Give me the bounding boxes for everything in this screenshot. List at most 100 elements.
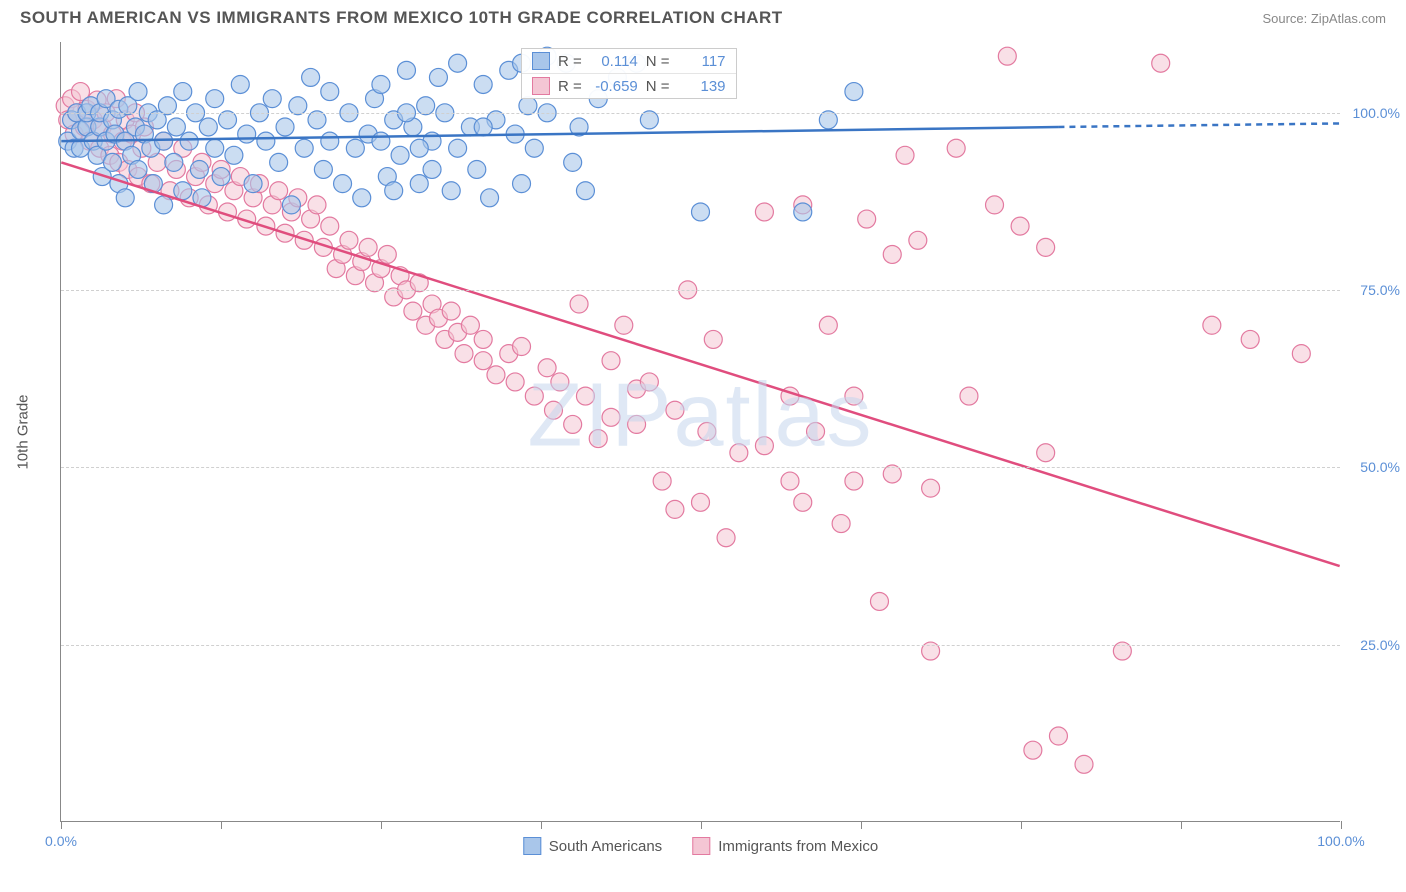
data-point [429, 68, 447, 86]
legend-label-series1: South Americans [549, 838, 662, 855]
data-point [461, 316, 479, 334]
data-point [883, 245, 901, 263]
data-point [180, 132, 198, 150]
data-point [640, 373, 658, 391]
data-point [391, 146, 409, 164]
data-point [321, 83, 339, 101]
series1-n-value: 117 [678, 53, 726, 70]
data-point [244, 175, 262, 193]
r-label: R = [558, 78, 582, 95]
stats-row-series2: R = -0.659 N = 139 [522, 73, 736, 98]
data-point [378, 245, 396, 263]
data-point [1152, 54, 1170, 72]
data-point [116, 189, 134, 207]
data-point [602, 408, 620, 426]
x-tick [1021, 821, 1022, 829]
data-point [576, 182, 594, 200]
data-point [998, 47, 1016, 65]
gridline-h [61, 467, 1340, 468]
data-point [947, 139, 965, 157]
data-point [845, 472, 863, 490]
series1-trendline-dashed [1058, 123, 1339, 127]
data-point [692, 203, 710, 221]
legend-swatch-series1 [523, 837, 541, 855]
data-point [986, 196, 1004, 214]
data-point [372, 76, 390, 94]
chart-header: SOUTH AMERICAN VS IMMIGRANTS FROM MEXICO… [0, 0, 1406, 32]
data-point [442, 302, 460, 320]
data-point [870, 592, 888, 610]
data-point [755, 203, 773, 221]
data-point [1292, 345, 1310, 363]
y-axis-label: 10th Grade [15, 394, 32, 469]
data-point [353, 189, 371, 207]
data-point [155, 196, 173, 214]
gridline-h [61, 645, 1340, 646]
legend-swatch-series2 [692, 837, 710, 855]
data-point [525, 387, 543, 405]
source-attribution: Source: ZipAtlas.com [1262, 11, 1386, 26]
n-label: N = [646, 78, 670, 95]
x-tick [381, 821, 382, 829]
data-point [397, 61, 415, 79]
data-point [212, 168, 230, 186]
data-point [231, 76, 249, 94]
data-point [781, 472, 799, 490]
y-tick-label: 50.0% [1360, 459, 1400, 475]
data-point [564, 153, 582, 171]
data-point [423, 160, 441, 178]
data-point [692, 493, 710, 511]
data-point [165, 153, 183, 171]
data-point [576, 387, 594, 405]
series2-n-value: 139 [678, 78, 726, 95]
data-point [270, 153, 288, 171]
data-point [545, 401, 563, 419]
data-point [717, 529, 735, 547]
data-point [807, 423, 825, 441]
data-point [129, 160, 147, 178]
data-point [199, 118, 217, 136]
data-point [755, 437, 773, 455]
data-point [628, 415, 646, 433]
data-point [103, 153, 121, 171]
data-point [190, 160, 208, 178]
data-point [1011, 217, 1029, 235]
x-tick [61, 821, 62, 829]
data-point [276, 118, 294, 136]
data-point [730, 444, 748, 462]
x-tick [221, 821, 222, 829]
legend: South Americans Immigrants from Mexico [523, 837, 878, 855]
data-point [506, 373, 524, 391]
data-point [1037, 444, 1055, 462]
data-point [314, 160, 332, 178]
data-point [385, 182, 403, 200]
data-point [174, 83, 192, 101]
data-point [474, 352, 492, 370]
data-point [602, 352, 620, 370]
data-point [698, 423, 716, 441]
series2-points [56, 47, 1310, 773]
data-point [704, 330, 722, 348]
data-point [1203, 316, 1221, 334]
data-point [538, 359, 556, 377]
data-point [442, 182, 460, 200]
data-point [295, 139, 313, 157]
series1-points [59, 47, 863, 221]
legend-item-series1: South Americans [523, 837, 662, 855]
data-point [410, 139, 428, 157]
data-point [570, 295, 588, 313]
data-point [794, 203, 812, 221]
data-point [404, 302, 422, 320]
x-tick-label-max: 100.0% [1317, 833, 1364, 849]
chart-container: 10th Grade ZIPatlas R = 0.114 N = 117 R … [60, 42, 1340, 822]
data-point [206, 90, 224, 108]
stats-swatch-series2 [532, 77, 550, 95]
data-point [922, 479, 940, 497]
data-point [1075, 755, 1093, 773]
data-point [474, 76, 492, 94]
y-tick-label: 100.0% [1353, 105, 1400, 121]
data-point [525, 139, 543, 157]
data-point [302, 68, 320, 86]
series2-r-value: -0.659 [590, 78, 638, 95]
data-point [263, 90, 281, 108]
